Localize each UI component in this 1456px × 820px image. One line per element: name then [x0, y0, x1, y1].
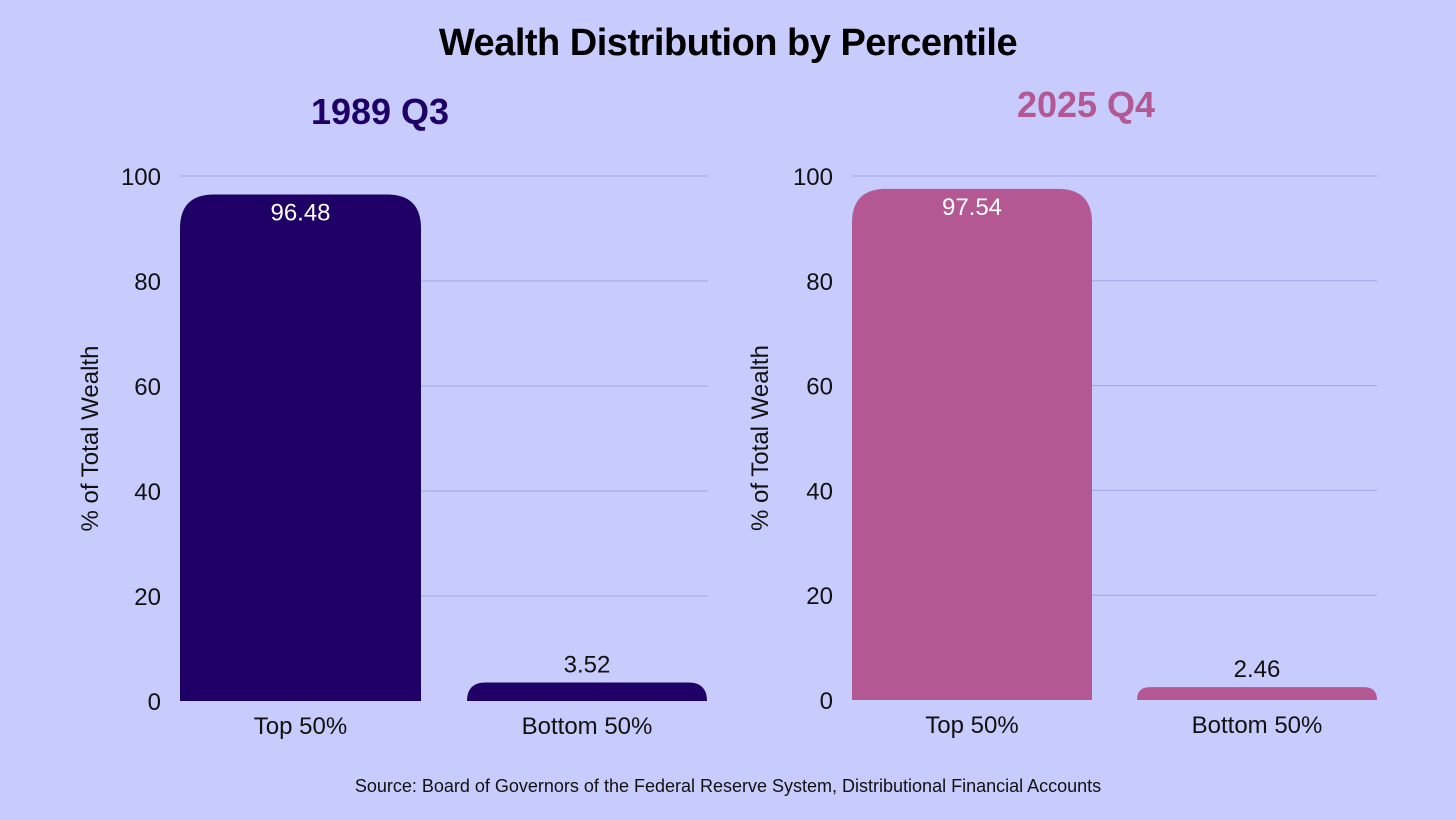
source-note: Source: Board of Governors of the Federa… — [355, 776, 1101, 796]
panel-title: 1989 Q3 — [311, 91, 449, 132]
bar-value-label: 96.48 — [270, 199, 330, 226]
y-tick-label: 60 — [806, 374, 833, 401]
bar — [1137, 687, 1377, 700]
y-tick-label: 0 — [148, 689, 161, 716]
y-tick-label: 100 — [793, 164, 833, 191]
y-tick-label: 20 — [806, 583, 833, 610]
bar — [852, 188, 1092, 701]
y-tick-label: 0 — [820, 688, 833, 715]
y-tick-label: 20 — [134, 584, 161, 611]
y-tick-label: 100 — [121, 164, 161, 191]
x-category-label: Top 50% — [254, 713, 347, 740]
y-tick-label: 40 — [134, 479, 161, 506]
chart-panels: 1989 Q3 0 20 40 60 80 100 % of Total Wealth 96.4… — [77, 84, 1377, 740]
bar — [467, 682, 707, 701]
bar-value-label: 3.52 — [564, 652, 611, 679]
bar-value-label: 2.46 — [1234, 656, 1281, 683]
y-tick-label: 80 — [806, 269, 833, 296]
chart-title: Wealth Distribution by Percentile — [439, 22, 1017, 64]
x-category-label: Top 50% — [925, 712, 1018, 739]
bar — [180, 194, 421, 702]
bar-value-label: 97.54 — [942, 194, 1002, 221]
x-category-label: Bottom 50% — [522, 713, 653, 740]
x-category-label: Bottom 50% — [1192, 712, 1323, 739]
y-axis-label: % of Total Wealth — [77, 346, 104, 532]
y-tick-label: 40 — [806, 478, 833, 505]
panel-title: 2025 Q4 — [1017, 84, 1155, 125]
chart-panel-1: 1989 Q3 0 20 40 60 80 100 % of Total Wealth 96.4… — [77, 91, 708, 740]
chart-panel-2: 2025 Q4 0 20 40 60 80 100 % of Total Wealth 97.5… — [747, 84, 1377, 739]
y-tick-label: 80 — [134, 269, 161, 296]
y-axis-label: % of Total Wealth — [747, 345, 774, 531]
y-tick-label: 60 — [134, 374, 161, 401]
